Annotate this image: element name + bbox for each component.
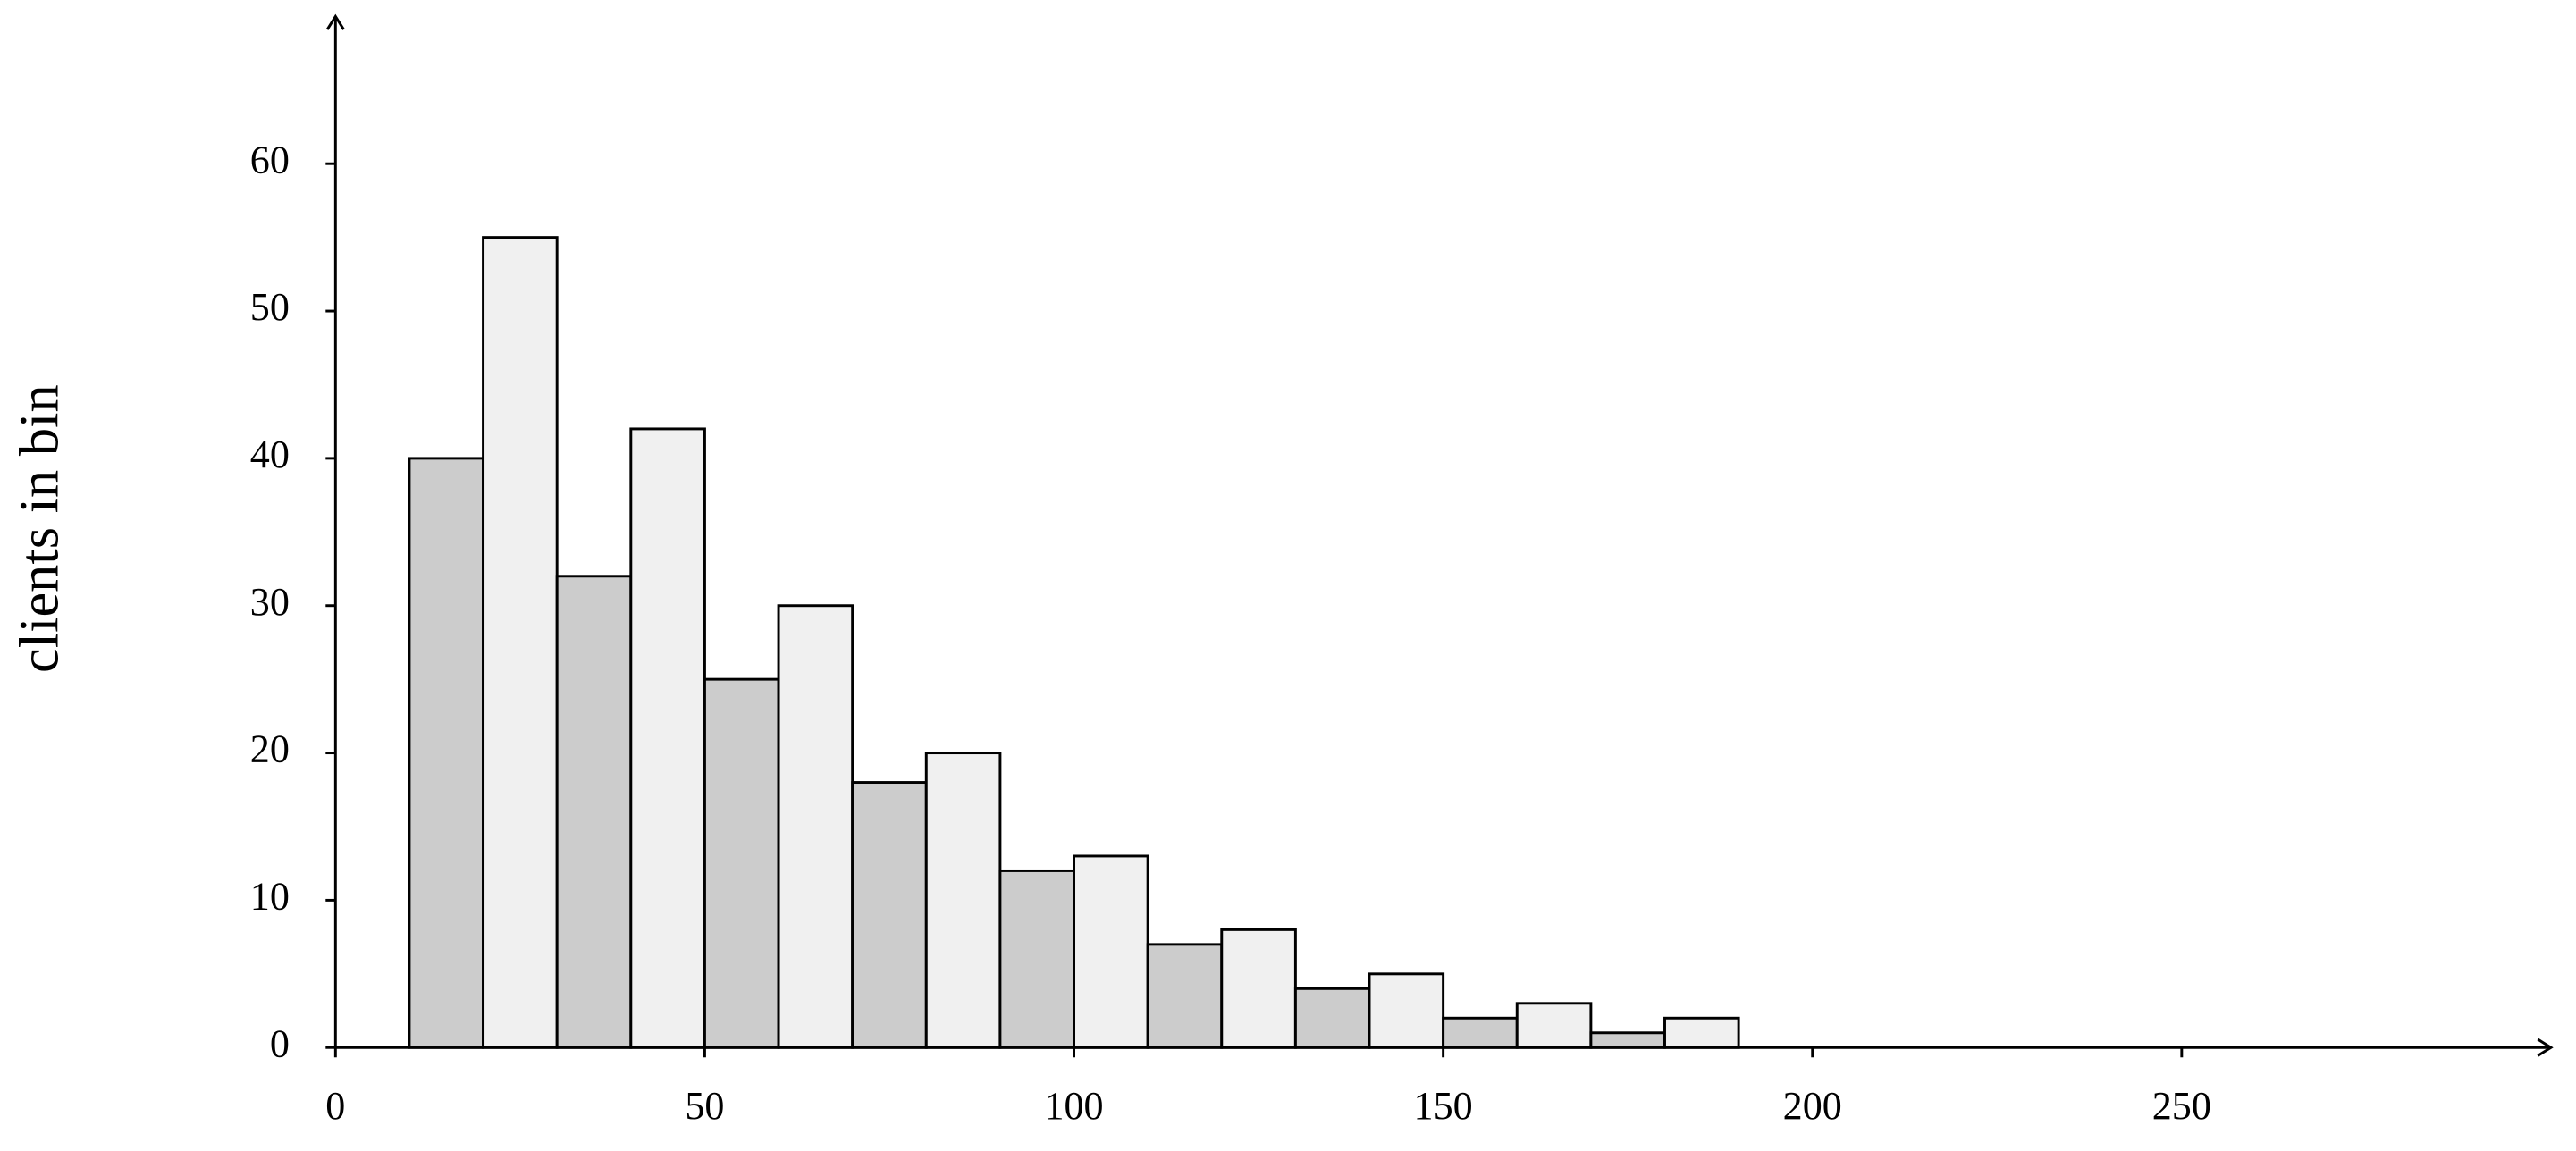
y-tick-label: 20 — [250, 727, 290, 771]
bar — [777, 604, 854, 1049]
bar — [703, 677, 780, 1049]
bar — [1073, 854, 1149, 1049]
bar — [629, 427, 706, 1049]
bar — [482, 236, 559, 1049]
bar — [1293, 987, 1371, 1049]
bar — [1220, 928, 1297, 1049]
x-tick-label: 50 — [685, 1084, 724, 1128]
bar — [851, 781, 928, 1049]
bar — [555, 575, 633, 1049]
y-tick-label: 10 — [250, 875, 290, 919]
bar — [1368, 972, 1445, 1049]
bar — [1442, 1016, 1519, 1049]
x-tick-label: 250 — [2152, 1084, 2211, 1128]
y-tick-label: 0 — [270, 1021, 290, 1065]
bar — [1146, 943, 1224, 1049]
bar — [1589, 1031, 1666, 1049]
bar — [998, 869, 1075, 1049]
x-tick-label: 150 — [1414, 1084, 1473, 1128]
bar — [408, 457, 485, 1049]
y-tick-label: 50 — [250, 285, 290, 329]
x-tick-label: 100 — [1044, 1084, 1103, 1128]
x-tick-label: 200 — [1783, 1084, 1842, 1128]
y-axis-arrow — [325, 13, 345, 30]
bar — [1515, 1002, 1593, 1049]
y-axis-label: clients in bin — [7, 384, 70, 673]
y-tick-label: 60 — [250, 138, 290, 181]
y-tick-label: 40 — [250, 433, 290, 476]
x-axis-arrow — [2537, 1038, 2554, 1057]
x-tick-label: 0 — [325, 1084, 345, 1128]
bar — [1663, 1016, 1740, 1049]
y-tick-label: 30 — [250, 580, 290, 624]
bar — [924, 752, 1002, 1049]
